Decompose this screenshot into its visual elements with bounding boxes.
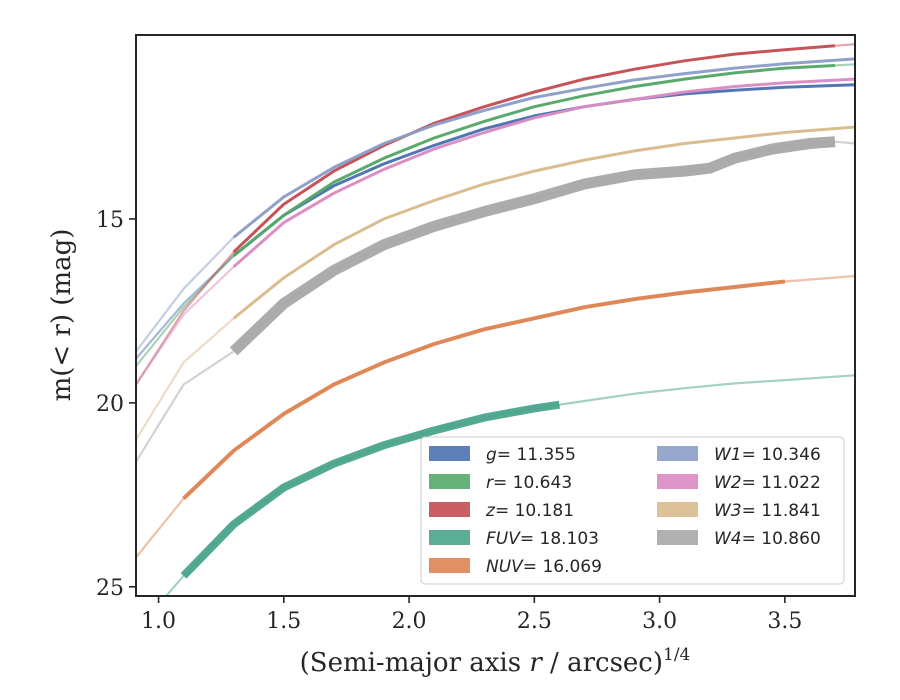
legend-swatch <box>657 474 698 489</box>
legend-swatch <box>429 502 470 517</box>
x-tick-label: 1.0 <box>141 609 176 634</box>
legend-label: FUV= 18.103 <box>486 529 599 549</box>
legend-label: W4= 10.860 <box>714 529 821 549</box>
legend-swatch <box>429 558 470 573</box>
series-W4 <box>136 136 855 463</box>
legend-label-name: W2 <box>714 473 742 493</box>
legend-label-value: = 11.841 <box>742 501 821 521</box>
legend-swatch <box>657 530 698 545</box>
x-tick-label: 3.0 <box>642 609 677 634</box>
legend-label: r= 10.643 <box>486 473 572 493</box>
x-axis-label-exponent: 1/4 <box>663 645 690 665</box>
series-FUV <box>164 374 855 596</box>
y-axis-label: m(< r) (mag) <box>47 229 77 402</box>
series-r-extrapolated <box>136 63 855 368</box>
x-axis-ticks: 1.0 1.5 2.0 2.5 3.0 3.5 <box>141 596 802 634</box>
legend-label-name: FUV <box>486 529 521 549</box>
series-W2 <box>136 77 855 386</box>
legend-label: g= 11.355 <box>486 445 576 465</box>
series-NUV-measured <box>182 279 786 500</box>
legend-item-r: r= 10.643 <box>429 473 572 493</box>
series-g <box>136 83 855 360</box>
legend-item-W3: W3= 11.841 <box>657 501 821 521</box>
legend-item-z: z= 10.181 <box>429 501 574 521</box>
series-z-measured <box>232 44 836 254</box>
series-W4-measured <box>229 136 836 356</box>
legend-label-value: = 11.022 <box>742 473 821 493</box>
x-axis-label-text: (Semi-major axis <box>300 648 530 678</box>
series-W3 <box>136 125 855 441</box>
legend-label-name: W3 <box>714 501 742 521</box>
legend-item-W4: W4= 10.860 <box>657 529 821 549</box>
series-W1-measured <box>232 57 855 239</box>
plot-frame <box>135 34 856 597</box>
legend-item-g: g= 11.355 <box>429 445 576 465</box>
x-tick-label: 2.5 <box>517 609 552 634</box>
legend-item-W2: W2= 11.022 <box>657 473 821 493</box>
x-tick-label: 2.0 <box>392 609 427 634</box>
legend-item-FUV: FUV= 18.103 <box>429 529 599 549</box>
series-layer <box>136 43 855 596</box>
legend-label-value: = 18.103 <box>520 529 599 549</box>
legend-label-name: NUV <box>486 557 524 577</box>
legend-label-value: = 10.181 <box>495 501 574 521</box>
legend-label-value: = 16.069 <box>523 557 602 577</box>
legend-label-name: g <box>486 445 497 465</box>
legend-item-NUV: NUV= 16.069 <box>429 557 602 577</box>
series-z <box>136 43 855 386</box>
legend-item-W1: W1= 10.346 <box>657 445 821 465</box>
y-tick-label: 20 <box>96 392 124 417</box>
y-tick-label: 25 <box>96 576 124 601</box>
legend-label-name: W1 <box>714 445 742 465</box>
legend-label-value: = 10.346 <box>742 445 821 465</box>
x-axis-label: (Semi-major axis r / arcsec)1/4 <box>300 645 691 678</box>
series-g-measured <box>232 83 855 257</box>
legend-label: z= 10.181 <box>485 501 574 521</box>
y-axis-ticks: 15 20 25 <box>96 208 136 601</box>
series-FUV-measured <box>180 400 560 579</box>
legend-label-value: = 10.643 <box>493 473 572 493</box>
legend-swatch <box>657 446 698 461</box>
legend-swatch <box>657 502 698 517</box>
series-W2-measured <box>232 77 855 268</box>
series-W1 <box>136 57 855 353</box>
x-tick-label: 1.5 <box>266 609 301 634</box>
legend-label-name: r <box>486 473 494 493</box>
series-r-measured <box>232 64 836 257</box>
series-r <box>136 63 855 368</box>
legend-frame <box>420 436 845 585</box>
legend-label-name: z <box>485 501 496 521</box>
legend-label-name: W4 <box>714 529 742 549</box>
legend-label-value: = 11.355 <box>497 445 576 465</box>
series-NUV <box>136 274 855 559</box>
x-axis-label-unit: / arcsec) <box>542 648 663 678</box>
series-W3-extrapolated <box>136 125 855 441</box>
legend-label: W2= 11.022 <box>714 473 821 493</box>
x-tick-label: 3.5 <box>767 609 802 634</box>
legend-swatch <box>429 474 470 489</box>
legend-label: NUV= 16.069 <box>486 557 602 577</box>
legend-label-value: = 10.860 <box>742 529 821 549</box>
legend-swatch <box>429 530 470 545</box>
legend-label: W1= 10.346 <box>714 445 821 465</box>
y-tick-label: 15 <box>96 208 124 233</box>
legend-swatch <box>429 446 470 461</box>
series-W3-measured <box>232 125 855 320</box>
x-axis-label-var: r <box>529 648 543 678</box>
legend-label: W3= 11.841 <box>714 501 821 521</box>
